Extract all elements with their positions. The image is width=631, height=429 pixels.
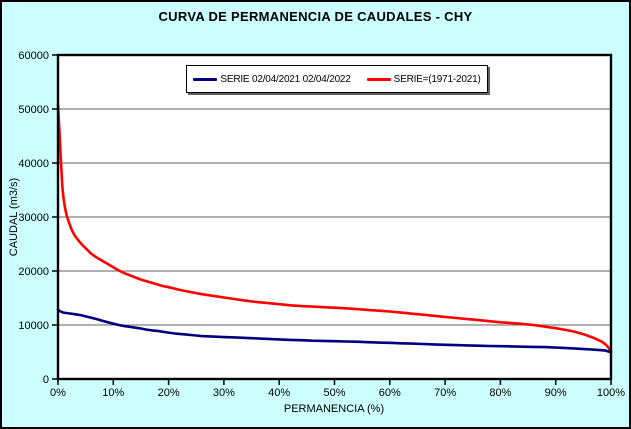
x-tick-label: 0% (50, 387, 66, 399)
legend-label-serie-2021-2022: SERIE 02/04/2021 02/04/2022 (220, 73, 351, 85)
y-tick-label: 50000 (18, 104, 49, 116)
series-line-2021-2022 (56, 307, 613, 354)
y-tick-label: 60000 (18, 50, 49, 62)
plot-frame (56, 53, 613, 381)
x-axis-title: PERMANENCIA (%) (284, 403, 384, 415)
y-tick-label: 10000 (18, 320, 49, 332)
chart-title: CURVA DE PERMANENCIA DE CAUDALES - CHY (158, 9, 473, 24)
x-tick-label: 70% (434, 387, 456, 399)
series-line-1971-2021 (56, 103, 613, 353)
x-tick-label: 80% (489, 387, 511, 399)
legend-swatch-blue-line (193, 77, 218, 81)
x-tick-label: 100% (597, 387, 625, 399)
y-axis-title: CAUDAL (m3/s) (8, 178, 20, 256)
y-tick-label: 20000 (18, 266, 49, 278)
tick-labels: 0% 10% 20% 30% 40% 50% 60% 70% 80% 90% 100% 0 10000 2… (18, 50, 625, 399)
legend-label-serie-1971-2021: SERIE=(1971-2021) (393, 73, 481, 85)
x-tick-label: 50% (323, 387, 345, 399)
legend-swatch-red-line (366, 77, 391, 81)
tick-marks (52, 54, 612, 385)
x-tick-label: 40% (268, 387, 290, 399)
legend-item-serie-2021-2022: SERIE 02/04/2021 02/04/2022 (193, 73, 351, 85)
y-tick-label: 30000 (18, 212, 49, 224)
x-tick-label: 90% (545, 387, 567, 399)
x-tick-label: 20% (158, 387, 180, 399)
gridlines (58, 108, 611, 326)
x-tick-label: 60% (379, 387, 401, 399)
x-tick-label: 30% (213, 387, 235, 399)
legend-item-serie-1971-2021: SERIE=(1971-2021) (366, 73, 481, 85)
legend: SERIE 02/04/2021 02/04/2022 SERIE=(1971-… (186, 65, 488, 93)
y-tick-label: 40000 (18, 158, 49, 170)
y-tick-label: 0 (43, 374, 49, 386)
x-tick-label: 10% (102, 387, 124, 399)
